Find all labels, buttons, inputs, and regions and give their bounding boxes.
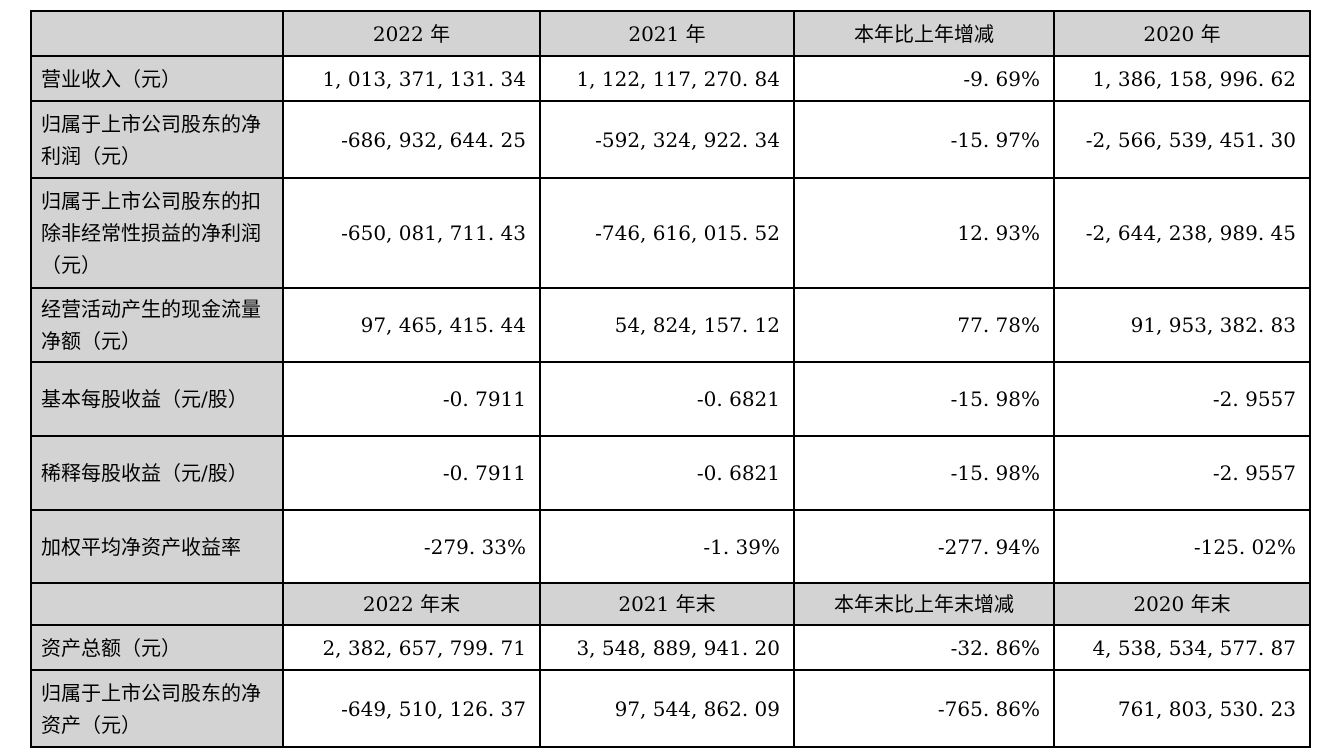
table-row-operating-cash-flow: 经营活动产生的现金流量净额（元） 97, 465, 415. 44 54, 82… [30, 287, 1311, 363]
year-header-cell-2022: 2022 年 [282, 10, 541, 57]
value-cell: -592, 324, 922. 34 [539, 100, 795, 179]
value-cell: -32. 86% [793, 624, 1055, 671]
row-label-cell: 归属于上市公司股东的净利润（元） [30, 100, 284, 179]
corner-cell [30, 10, 284, 57]
table-row-net-profit: 归属于上市公司股东的净利润（元） -686, 932, 644. 25 -592… [30, 100, 1311, 179]
value-cell: -277. 94% [793, 509, 1055, 584]
row-label-cell: 经营活动产生的现金流量净额（元） [30, 287, 284, 363]
value-cell: -765. 86% [793, 669, 1055, 748]
year-end-header-cell-2021: 2021 年末 [539, 582, 795, 626]
value-cell: 2, 382, 657, 799. 71 [282, 624, 541, 671]
value-cell: 761, 803, 530. 23 [1053, 669, 1311, 748]
table-row-weighted-avg-roe: 加权平均净资产收益率 -279. 33% -1. 39% -277. 94% -… [30, 509, 1311, 584]
value-cell: 77. 78% [793, 287, 1055, 363]
value-cell: -2. 9557 [1053, 435, 1311, 511]
value-cell: 1, 122, 117, 270. 84 [539, 55, 795, 102]
row-label-cell: 资产总额（元） [30, 624, 284, 671]
value-cell: 91, 953, 382. 83 [1053, 287, 1311, 363]
value-cell: -2, 644, 238, 989. 45 [1053, 177, 1311, 289]
value-cell: -0. 7911 [282, 435, 541, 511]
value-cell: -15. 98% [793, 361, 1055, 437]
value-cell: -0. 6821 [539, 435, 795, 511]
value-cell: 1, 386, 158, 996. 62 [1053, 55, 1311, 102]
corner-cell [30, 582, 284, 626]
value-cell: -686, 932, 644. 25 [282, 100, 541, 179]
row-label-cell: 加权平均净资产收益率 [30, 509, 284, 584]
value-cell: -2. 9557 [1053, 361, 1311, 437]
year-end-header-cell-2022: 2022 年末 [282, 582, 541, 626]
year-header-cell-2021: 2021 年 [539, 10, 795, 57]
value-cell: -15. 97% [793, 100, 1055, 179]
value-cell: -0. 7911 [282, 361, 541, 437]
value-cell: -15. 98% [793, 435, 1055, 511]
row-label-cell: 归属于上市公司股东的净资产（元） [30, 669, 284, 748]
table-row-diluted-eps: 稀释每股收益（元/股） -0. 7911 -0. 6821 -15. 98% -… [30, 435, 1311, 511]
financial-summary-table: 2022 年 2021 年 本年比上年增减 2020 年 营业收入（元） 1, … [30, 10, 1311, 748]
value-cell: -746, 616, 015. 52 [539, 177, 795, 289]
table-row-net-assets: 归属于上市公司股东的净资产（元） -649, 510, 126. 37 97, … [30, 669, 1311, 748]
row-label-cell: 营业收入（元） [30, 55, 284, 102]
yoy-end-change-header-cell: 本年末比上年末增减 [793, 582, 1055, 626]
value-cell: -125. 02% [1053, 509, 1311, 584]
value-cell: 3, 548, 889, 941. 20 [539, 624, 795, 671]
value-cell: 54, 824, 157. 12 [539, 287, 795, 363]
value-cell: 1, 013, 371, 131. 34 [282, 55, 541, 102]
value-cell: -0. 6821 [539, 361, 795, 437]
value-cell: -279. 33% [282, 509, 541, 584]
value-cell: -650, 081, 711. 43 [282, 177, 541, 289]
row-label-cell: 归属于上市公司股东的扣除非经常性损益的净利润（元） [30, 177, 284, 289]
value-cell: -649, 510, 126. 37 [282, 669, 541, 748]
table-row-basic-eps: 基本每股收益（元/股） -0. 7911 -0. 6821 -15. 98% -… [30, 361, 1311, 437]
value-cell: 97, 465, 415. 44 [282, 287, 541, 363]
row-label-cell: 稀释每股收益（元/股） [30, 435, 284, 511]
value-cell: 12. 93% [793, 177, 1055, 289]
value-cell: 97, 544, 862. 09 [539, 669, 795, 748]
period-header-row: 2022 年 2021 年 本年比上年增减 2020 年 [30, 10, 1311, 57]
period-end-header-row: 2022 年末 2021 年末 本年末比上年末增减 2020 年末 [30, 582, 1311, 626]
row-label-cell: 基本每股收益（元/股） [30, 361, 284, 437]
value-cell: -9. 69% [793, 55, 1055, 102]
table-row-operating-revenue: 营业收入（元） 1, 013, 371, 131. 34 1, 122, 117… [30, 55, 1311, 102]
table-row-total-assets: 资产总额（元） 2, 382, 657, 799. 71 3, 548, 889… [30, 624, 1311, 671]
table-row-net-profit-excl-nonrecurring: 归属于上市公司股东的扣除非经常性损益的净利润（元） -650, 081, 711… [30, 177, 1311, 289]
value-cell: -2, 566, 539, 451. 30 [1053, 100, 1311, 179]
yoy-change-header-cell: 本年比上年增减 [793, 10, 1055, 57]
value-cell: -1. 39% [539, 509, 795, 584]
year-header-cell-2020: 2020 年 [1053, 10, 1311, 57]
year-end-header-cell-2020: 2020 年末 [1053, 582, 1311, 626]
value-cell: 4, 538, 534, 577. 87 [1053, 624, 1311, 671]
